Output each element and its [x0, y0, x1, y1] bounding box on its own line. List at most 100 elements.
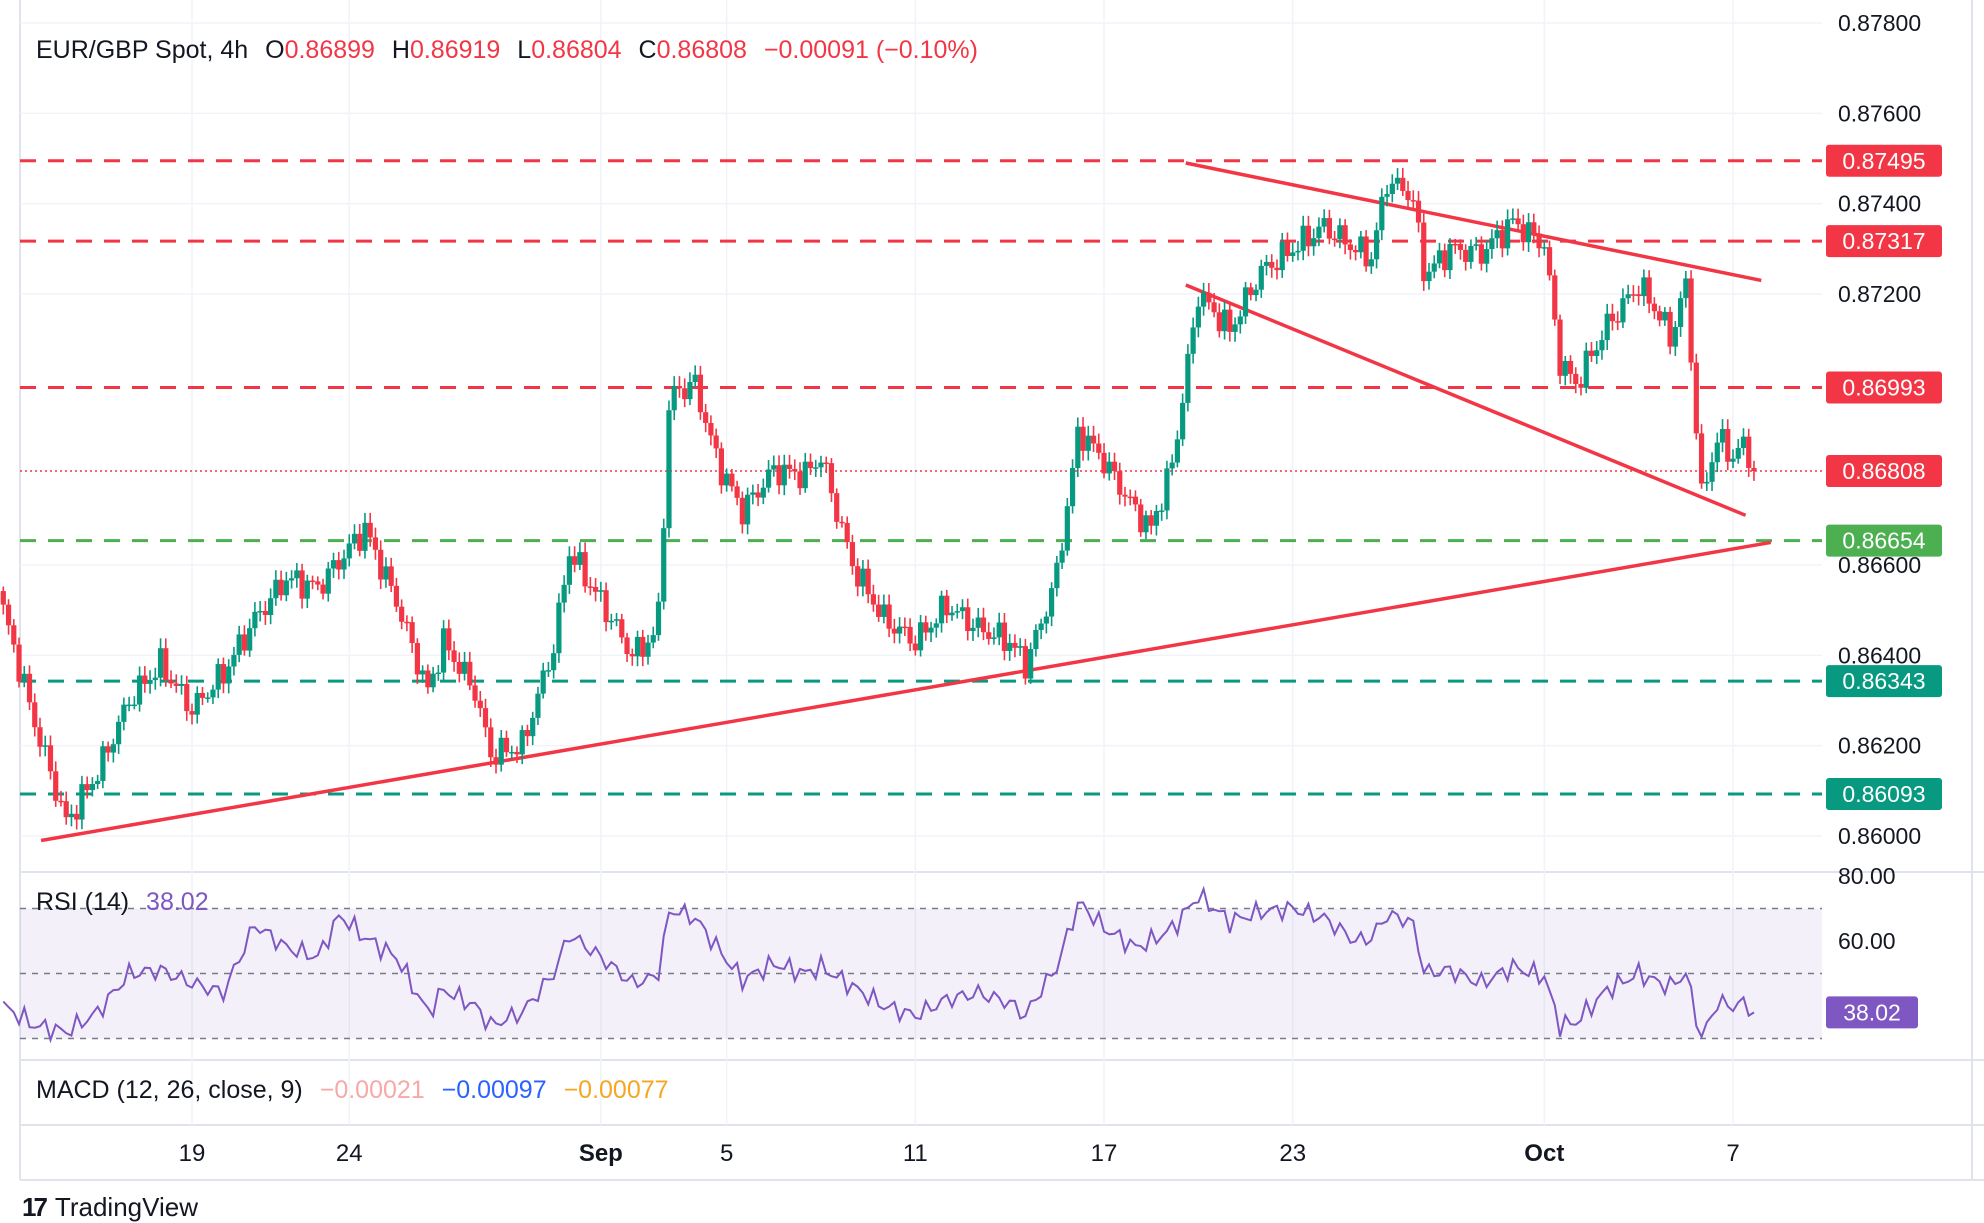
candle-body	[912, 643, 918, 651]
candle-body	[1279, 241, 1285, 271]
candle-body	[1143, 515, 1149, 533]
candle-body	[697, 374, 704, 413]
price-axis-label: 0.86200	[1838, 733, 1921, 759]
candle-body	[1248, 287, 1254, 296]
candle-body	[404, 621, 410, 624]
candle-body	[1368, 259, 1374, 267]
candle-body	[74, 813, 80, 820]
macd-label: MACD (12, 26, close, 9)	[36, 1076, 303, 1104]
level-badge-label: 0.87495	[1842, 148, 1925, 174]
time-axis-label: 11	[903, 1140, 928, 1167]
candle-body	[1677, 298, 1684, 327]
candle-body	[1075, 426, 1081, 468]
candle-body	[163, 648, 169, 680]
candle-body	[21, 673, 27, 682]
candle-body	[121, 704, 127, 722]
candle-body	[357, 533, 363, 551]
candle-body	[11, 625, 17, 645]
candle-body	[1625, 294, 1631, 299]
candle-body	[765, 469, 772, 488]
candle-body	[613, 619, 620, 621]
candle-body	[624, 637, 630, 654]
candle-body	[587, 586, 593, 588]
candle-body	[257, 610, 263, 613]
candle-body	[1693, 362, 1699, 434]
level-badge	[1826, 665, 1942, 698]
candle-body	[126, 704, 132, 707]
candle-body	[378, 549, 384, 580]
candle-body	[1719, 429, 1726, 443]
tradingview-footer[interactable]: 17 TradingView	[22, 1192, 198, 1223]
candle-body	[456, 661, 462, 674]
candle-body	[876, 604, 882, 617]
candle-body	[168, 679, 174, 684]
candle-body	[1688, 278, 1694, 363]
candle-body	[881, 604, 887, 617]
candle-body	[472, 685, 478, 701]
candle-body	[1672, 326, 1678, 347]
candle-body	[608, 620, 614, 623]
candle-body	[1698, 433, 1705, 484]
current-price-badge	[1826, 455, 1942, 488]
candle-body	[1505, 219, 1511, 249]
candle-body	[367, 522, 373, 538]
candle-body	[1064, 506, 1070, 551]
candle-body	[1683, 278, 1689, 299]
price-axis-label: 0.87600	[1838, 100, 1921, 126]
candle-body	[498, 737, 504, 765]
candle-body	[451, 650, 457, 662]
candle-body	[870, 594, 876, 605]
candle-body	[1442, 250, 1448, 271]
candle-body	[1646, 277, 1652, 304]
candle-body	[734, 486, 740, 498]
price-axis-label: 0.86000	[1838, 823, 1921, 849]
candle-body	[1206, 292, 1212, 303]
candle-body	[47, 745, 54, 772]
candle-body	[661, 528, 667, 602]
candle-body	[629, 653, 635, 657]
candle-body	[991, 637, 997, 639]
candle-body	[855, 566, 861, 587]
candle-body	[650, 635, 656, 643]
candle-body	[1347, 244, 1353, 251]
candle-body	[1463, 249, 1469, 262]
candle-body	[938, 595, 945, 624]
level-badge-label: 0.86654	[1842, 528, 1925, 554]
candle-body	[865, 568, 871, 595]
candle-body	[755, 492, 761, 498]
candle-body	[0, 591, 6, 605]
candle-body	[1651, 303, 1657, 312]
candle-body	[524, 730, 531, 737]
rsi-axis-label: 60.00	[1838, 928, 1896, 954]
candle-body	[1069, 467, 1076, 507]
candle-body	[886, 604, 892, 629]
candle-body	[807, 461, 814, 469]
candle-body	[1735, 448, 1741, 459]
level-badge-label: 0.86093	[1842, 781, 1925, 807]
candle-body	[996, 622, 1002, 638]
candle-body	[1583, 350, 1589, 388]
candle-body	[1148, 515, 1154, 526]
candle-body	[1436, 250, 1443, 264]
candle-body	[68, 813, 75, 818]
candle-body	[252, 611, 258, 629]
candle-body	[818, 462, 824, 468]
candle-body	[1478, 244, 1485, 264]
price-axis-label: 0.87400	[1838, 191, 1921, 217]
candle-body	[430, 673, 436, 688]
candle-body	[299, 570, 305, 599]
candle-body	[100, 746, 106, 781]
candle-body	[634, 636, 641, 657]
candle-body	[682, 388, 688, 400]
candle-body	[1007, 642, 1013, 651]
candle-body	[1609, 313, 1616, 322]
level-badge-label: 0.86993	[1842, 374, 1925, 400]
low-value: 0.86804	[531, 36, 622, 64]
candle-body	[1295, 250, 1301, 253]
grid	[19, 0, 1984, 1181]
candle-body	[220, 664, 227, 684]
candle-body	[1305, 225, 1312, 247]
candle-body	[1316, 226, 1322, 239]
candle-body	[1022, 646, 1028, 679]
candle-body	[1515, 218, 1521, 225]
